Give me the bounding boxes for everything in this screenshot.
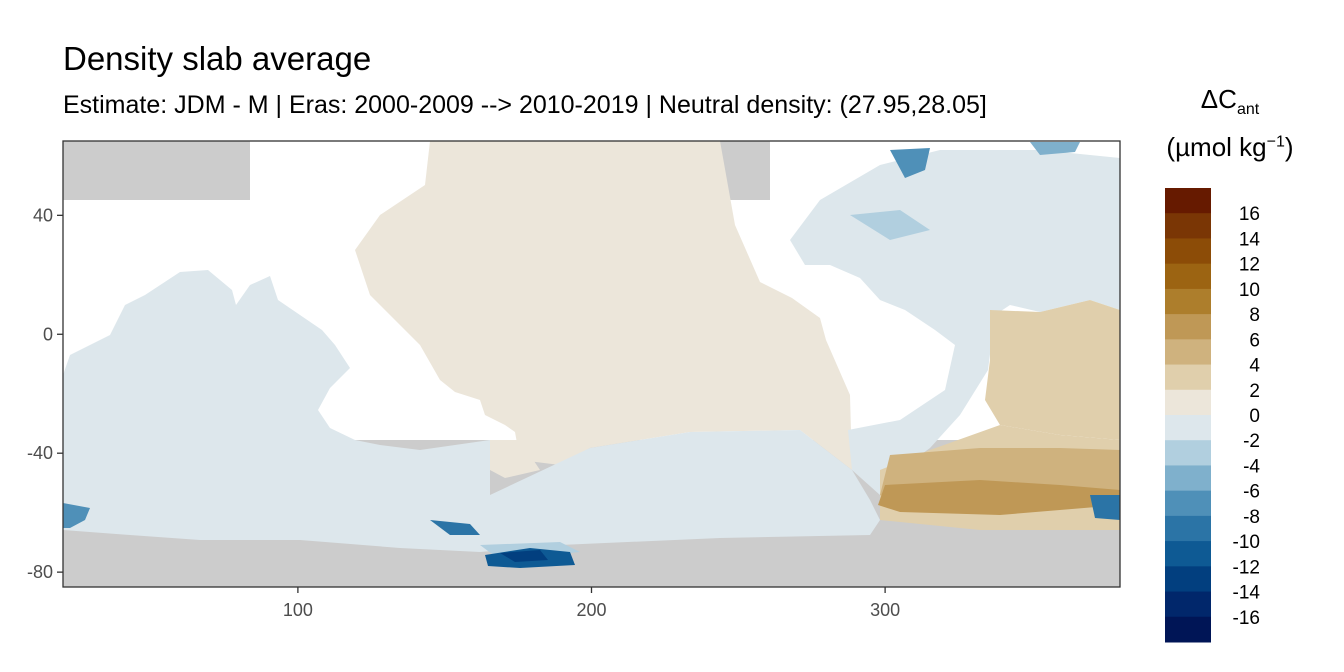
legend-swatch — [1165, 591, 1211, 618]
legend-label: 8 — [1249, 305, 1260, 326]
legend-swatch — [1165, 213, 1211, 239]
y-tick-label: 0 — [43, 324, 53, 344]
map-panel — [63, 141, 1120, 587]
legend-title-sub: ant — [1236, 101, 1260, 119]
x-axis: 100 200 300 — [283, 587, 900, 620]
legend-label: -14 — [1233, 583, 1261, 604]
y-tick-label: 40 — [33, 205, 53, 225]
tasman-region — [490, 440, 540, 478]
legend-label: 14 — [1239, 229, 1261, 250]
legend-swatch — [1165, 566, 1211, 593]
indian-ocean-region — [63, 270, 490, 505]
legend-label: 0 — [1249, 406, 1260, 427]
legend-swatch — [1165, 616, 1211, 643]
legend-label: 6 — [1249, 330, 1260, 351]
legend-title-main: ΔC — [1200, 84, 1237, 114]
legend-labels: 16 14 12 10 8 6 4 2 0 -2 -4 -6 -8 -10 -12 -14 -16 — [1233, 204, 1261, 629]
southern-ocean-region — [63, 430, 880, 552]
plot-title: Density slab average — [63, 40, 372, 77]
legend-label: -2 — [1243, 431, 1260, 452]
legend-label: 2 — [1249, 381, 1260, 402]
x-tick-label: 200 — [576, 600, 606, 620]
legend-label: 12 — [1239, 255, 1260, 276]
legend-swatch — [1165, 415, 1211, 441]
atlantic-region — [790, 150, 1120, 495]
legend-swatch — [1165, 188, 1211, 214]
legend-swatch — [1165, 288, 1211, 315]
legend-label: -8 — [1243, 507, 1260, 528]
legend-swatch — [1165, 314, 1211, 340]
legend-unit-close: ) — [1284, 132, 1294, 163]
legend-unit-main: (µmol kg — [1166, 132, 1267, 163]
legend-label: 16 — [1239, 204, 1260, 225]
legend-label: -10 — [1233, 532, 1260, 553]
legend-colorbar — [1165, 188, 1211, 643]
legend-swatch — [1165, 440, 1211, 466]
antarctic-negative-patches — [63, 142, 1120, 568]
legend-label: 4 — [1249, 356, 1260, 377]
y-axis: 40 0 -40 -80 — [27, 205, 63, 582]
legend-swatch — [1165, 389, 1211, 416]
x-tick-label: 300 — [870, 600, 900, 620]
legend-label: 10 — [1239, 280, 1260, 301]
legend-label: -6 — [1243, 482, 1260, 503]
legend-swatch — [1165, 364, 1211, 391]
legend-label: -4 — [1243, 456, 1260, 477]
legend-swatch — [1165, 541, 1211, 567]
south-atlantic-positive — [878, 300, 1120, 530]
legend-unit-sup: −1 — [1266, 133, 1285, 151]
legend-swatch — [1165, 465, 1211, 492]
y-tick-label: -80 — [27, 562, 53, 582]
legend-title: ΔCant (µmol kg−1) — [1160, 86, 1300, 160]
legend-swatch — [1165, 238, 1211, 265]
legend-swatch — [1165, 339, 1211, 366]
legend-label: -16 — [1233, 608, 1260, 629]
y-tick-label: -40 — [27, 443, 53, 463]
x-tick-label: 100 — [283, 600, 313, 620]
legend-swatch — [1165, 490, 1211, 517]
pacific-region — [355, 141, 852, 470]
legend-swatch — [1165, 263, 1211, 290]
plot-subtitle: Estimate: JDM - M | Eras: 2000-2009 --> … — [63, 91, 987, 119]
legend-label: -12 — [1233, 557, 1260, 578]
legend-swatch — [1165, 515, 1211, 542]
